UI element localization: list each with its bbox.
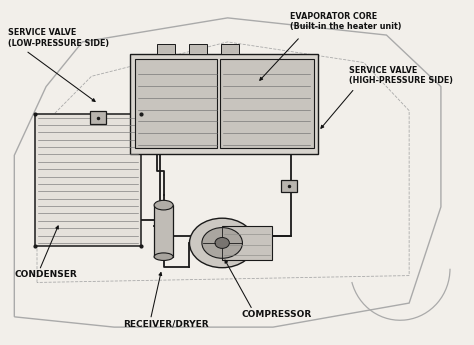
Bar	[130, 54, 319, 154]
Text: CONDENSER: CONDENSER	[14, 270, 77, 279]
Bar	[221, 44, 239, 54]
Bar	[281, 180, 297, 193]
Text: SERVICE VALVE
(HIGH-PRESSURE SIDE): SERVICE VALVE (HIGH-PRESSURE SIDE)	[349, 66, 453, 85]
Ellipse shape	[154, 253, 173, 260]
Text: SERVICE VALVE
(LOW-PRESSURE SIDE): SERVICE VALVE (LOW-PRESSURE SIDE)	[8, 28, 109, 48]
Bar	[90, 111, 107, 124]
Bar	[222, 226, 272, 260]
Text: RECEIVER/DRYER: RECEIVER/DRYER	[123, 319, 209, 328]
Circle shape	[190, 218, 255, 268]
Text: COMPRESSOR: COMPRESSOR	[241, 310, 311, 319]
Text: EVAPORATOR CORE
(Built-in the heater unit): EVAPORATOR CORE (Built-in the heater uni…	[290, 12, 402, 31]
Ellipse shape	[154, 200, 173, 210]
Bar	[135, 59, 218, 148]
Bar	[35, 114, 141, 246]
Circle shape	[215, 237, 229, 248]
Bar	[154, 205, 173, 257]
Bar	[220, 59, 314, 148]
Bar	[189, 44, 207, 54]
Bar	[157, 44, 175, 54]
Circle shape	[202, 228, 242, 258]
